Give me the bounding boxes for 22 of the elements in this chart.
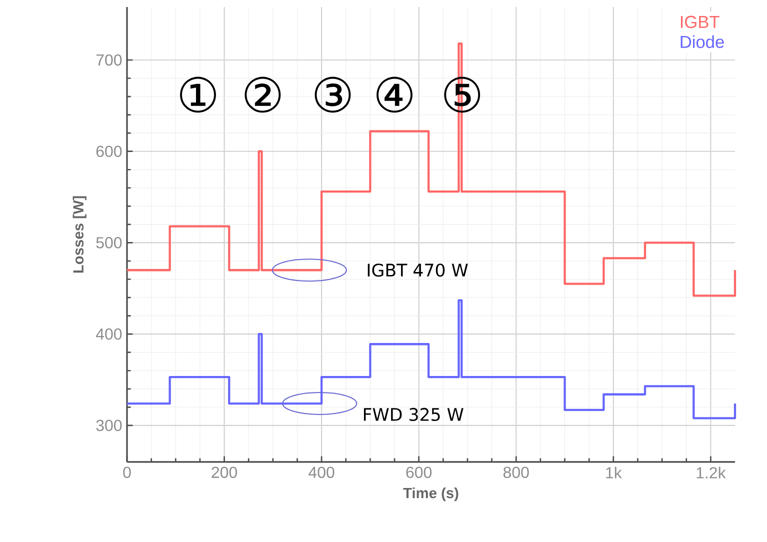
annotation: ② (244, 76, 281, 113)
x-tick-label: 600 (406, 466, 432, 478)
y-tick-label: 700 (96, 54, 122, 66)
text: Diode (680, 35, 724, 48)
y-tick-label: 300 (96, 420, 122, 432)
annotation: ① (180, 76, 216, 113)
x-tick-label: 800 (503, 466, 529, 478)
y-tick-label: 400 (96, 328, 122, 340)
x-axis-title: Time (s) (403, 487, 458, 502)
y-tick-label: 600 (96, 146, 122, 157)
y-tick-label: 500 (96, 237, 122, 248)
annotation: ④ (376, 76, 412, 113)
annotation: ③ (314, 76, 351, 113)
x-tick-label: 200 (212, 466, 238, 478)
text: IGBT (680, 16, 720, 28)
y-axis-title: Losses [W] (72, 196, 86, 273)
x-tick-label: 0 (123, 466, 131, 478)
x-tick-label: 1.2k (696, 466, 726, 478)
annotation: IGBT 470 W (368, 264, 468, 277)
x-tick-label: 400 (308, 466, 334, 478)
annotation: FWD 325 W (364, 408, 464, 422)
x-tick-label: 1k (606, 466, 622, 478)
